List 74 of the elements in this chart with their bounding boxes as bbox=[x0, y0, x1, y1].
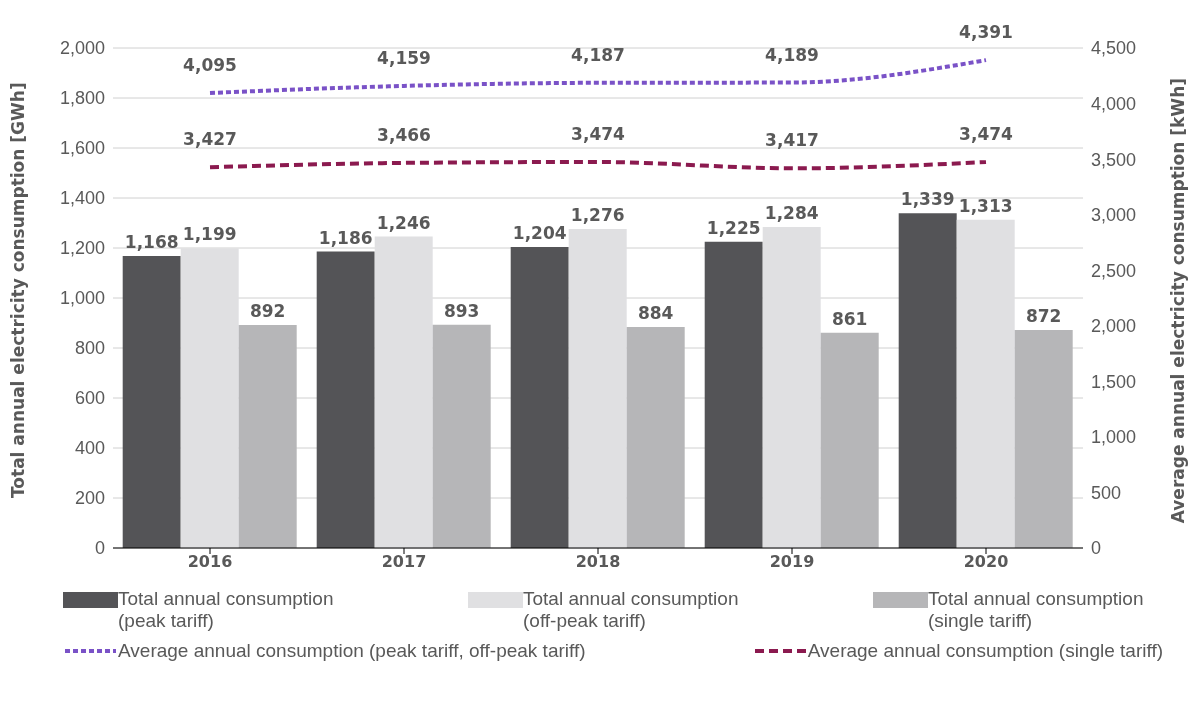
data-label: 1,199 bbox=[182, 224, 237, 245]
data-label: 893 bbox=[443, 300, 480, 321]
data-label: 861 bbox=[831, 308, 868, 329]
data-label: 1,276 bbox=[570, 205, 625, 225]
y-tick-label: 400 bbox=[74, 438, 105, 459]
bar bbox=[122, 256, 181, 548]
data-label: 1,204 bbox=[512, 223, 567, 243]
y-tick-label: 1,000 bbox=[59, 288, 105, 309]
y-axis-title: Total annual electricity consumption [GWh] bbox=[8, 82, 29, 498]
bar bbox=[374, 236, 433, 548]
data-label: 4,189 bbox=[765, 44, 819, 65]
bar bbox=[180, 248, 239, 548]
line-series bbox=[208, 160, 988, 171]
x-tick-label: 2019 bbox=[769, 552, 815, 572]
legend-label: Average annual consumption (peak tariff, off-peak tariff) bbox=[118, 640, 586, 662]
data-label: 3,474 bbox=[571, 124, 626, 144]
y2-tick-label: 3,000 bbox=[1091, 205, 1137, 226]
x-tick-label: 2018 bbox=[575, 552, 621, 572]
bar bbox=[568, 229, 627, 548]
legend-label: Total annual consumption (off-peak tariff) bbox=[523, 588, 740, 632]
y-tick-label: 0 bbox=[94, 538, 105, 559]
data-label: 4,391 bbox=[959, 22, 1013, 43]
y2-tick-label: 2,000 bbox=[1091, 316, 1137, 337]
bar bbox=[1014, 330, 1073, 548]
legend-label: Average annual consumption (single tariff) bbox=[807, 640, 1163, 662]
data-label: 1,186 bbox=[318, 227, 373, 248]
x-tick-label: 2016 bbox=[187, 552, 233, 572]
data-label: 3,427 bbox=[183, 129, 237, 150]
y-tick-label: 1,400 bbox=[59, 188, 105, 209]
data-label: 1,168 bbox=[124, 232, 179, 252]
y2-tick-label: 500 bbox=[1091, 482, 1122, 503]
x-tick-label: 2017 bbox=[381, 552, 427, 572]
data-label: 872 bbox=[1025, 306, 1062, 326]
y2-axis-title: Average annual electricity consumption [kWh] bbox=[1168, 78, 1189, 524]
data-label: 884 bbox=[637, 303, 674, 323]
data-label: 4,187 bbox=[571, 44, 625, 65]
bar bbox=[820, 332, 879, 548]
y2-tick-label: 1,000 bbox=[1091, 427, 1137, 448]
y-tick-label: 2,000 bbox=[59, 38, 105, 59]
y-tick-label: 800 bbox=[74, 338, 105, 359]
bar bbox=[316, 251, 375, 548]
data-label: 1,225 bbox=[706, 217, 761, 238]
y2-tick-label: 4,000 bbox=[1091, 93, 1137, 114]
y2-tick-label: 1,500 bbox=[1091, 371, 1137, 392]
y-tick-label: 1,800 bbox=[59, 88, 105, 109]
legend-label: Total annual consumption (single tariff) bbox=[928, 588, 1145, 632]
bar bbox=[432, 324, 491, 548]
data-label: 3,466 bbox=[377, 124, 431, 145]
data-label: 3,474 bbox=[959, 124, 1014, 144]
data-label: 892 bbox=[249, 301, 286, 321]
bar bbox=[510, 247, 569, 548]
data-label: 1,284 bbox=[764, 203, 819, 223]
bar bbox=[238, 325, 297, 548]
y-tick-label: 1,600 bbox=[59, 138, 105, 159]
y2-tick-label: 2,500 bbox=[1091, 260, 1137, 281]
data-label: 3,417 bbox=[765, 130, 819, 151]
data-label: 1,313 bbox=[958, 195, 1013, 216]
bar bbox=[898, 213, 957, 548]
bar bbox=[626, 327, 685, 548]
y-tick-label: 1,200 bbox=[59, 238, 105, 259]
y2-tick-label: 4,500 bbox=[1091, 38, 1137, 59]
x-tick-label: 2020 bbox=[963, 552, 1009, 572]
y-tick-label: 600 bbox=[74, 388, 105, 409]
y-tick-label: 200 bbox=[74, 488, 105, 509]
data-label: 4,159 bbox=[377, 47, 431, 68]
bar bbox=[704, 241, 763, 548]
bar bbox=[762, 227, 821, 548]
data-label: 4,095 bbox=[183, 55, 237, 75]
y2-tick-label: 0 bbox=[1091, 538, 1102, 559]
y2-tick-label: 3,500 bbox=[1091, 149, 1137, 170]
legend-label: Total annual consumption (peak tariff) bbox=[118, 588, 335, 632]
data-label: 1,339 bbox=[900, 189, 955, 210]
bar bbox=[956, 219, 1015, 548]
data-label: 1,246 bbox=[376, 212, 431, 233]
